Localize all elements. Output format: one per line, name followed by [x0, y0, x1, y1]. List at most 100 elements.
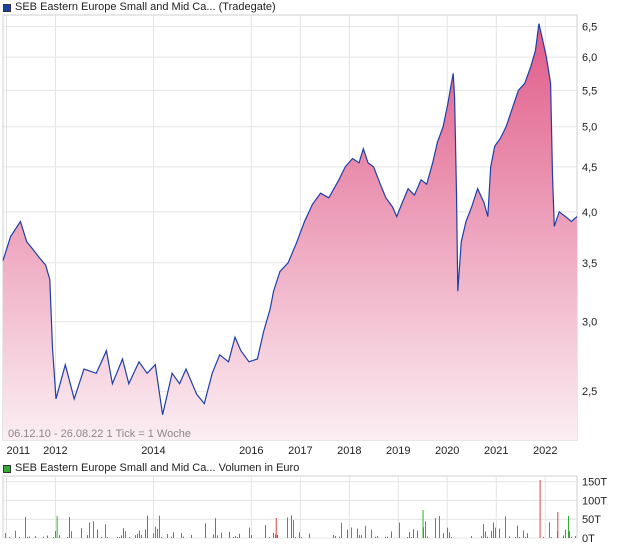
- volume-bar: [505, 516, 506, 538]
- volume-bar: [191, 534, 192, 538]
- volume-bar: [568, 516, 570, 538]
- volume-bar: [495, 527, 496, 538]
- volume-bar: [387, 536, 388, 538]
- price-y-tick-label: 4,5: [582, 162, 597, 174]
- volume-bar: [97, 529, 98, 538]
- price-x-tick-label: 2019: [386, 445, 410, 457]
- volume-bar: [487, 536, 488, 538]
- price-y-tick-label: 3,0: [582, 317, 597, 329]
- volume-bar: [399, 522, 400, 538]
- volume-bar: [5, 533, 6, 538]
- volume-bar: [125, 531, 126, 538]
- price-area: [3, 23, 577, 440]
- volume-bar: [341, 522, 342, 538]
- price-y-tick-label: 2,5: [582, 386, 597, 398]
- volume-bar: [265, 525, 266, 538]
- volume-bar: [269, 536, 270, 538]
- price-x-tick-label: 2020: [435, 445, 459, 457]
- volume-bar: [422, 510, 424, 538]
- volume-bar: [9, 536, 10, 538]
- volume-bar: [447, 527, 448, 538]
- volume-y-tick-label: 150T: [582, 477, 607, 489]
- volume-bar: [361, 535, 362, 538]
- volume-bar: [251, 535, 252, 538]
- volume-bar: [275, 518, 277, 538]
- volume-y-ticks: 150T 100T 50T 0T: [582, 477, 607, 545]
- volume-bar: [101, 536, 102, 538]
- volume-bar: [515, 536, 516, 538]
- volume-bar: [365, 525, 366, 538]
- volume-y-tick-label: 0T: [582, 533, 595, 545]
- volume-bar: [229, 531, 230, 538]
- volume-bars: [5, 480, 576, 538]
- volume-bar: [43, 536, 44, 538]
- volume-bar: [69, 517, 70, 538]
- volume-bar: [67, 536, 68, 538]
- volume-bar: [493, 522, 494, 538]
- price-legend-swatch: [3, 3, 11, 12]
- volume-bar: [309, 533, 310, 538]
- volume-bar: [129, 536, 130, 538]
- volume-bar: [123, 528, 124, 538]
- volume-bar: [233, 536, 234, 538]
- volume-bar: [357, 528, 358, 538]
- volume-bar: [443, 533, 444, 538]
- volume-bar: [171, 536, 172, 538]
- volume-bar: [557, 512, 559, 538]
- volume-bar: [35, 536, 36, 538]
- volume-bar: [551, 536, 552, 538]
- volume-bar: [525, 536, 526, 538]
- volume-bar: [417, 530, 418, 538]
- volume-bar: [575, 536, 576, 538]
- volume-bar: [141, 534, 142, 538]
- volume-bar: [59, 535, 60, 538]
- volume-bar: [335, 535, 336, 538]
- volume-bar: [449, 532, 450, 538]
- volume-bar: [167, 534, 168, 538]
- volume-bar: [439, 516, 440, 538]
- volume-bar: [411, 536, 412, 538]
- volume-bar: [121, 535, 122, 538]
- volume-bar: [205, 523, 206, 538]
- volume-bar: [87, 535, 88, 538]
- volume-bar: [371, 529, 372, 538]
- volume-bar: [543, 537, 544, 538]
- volume-bar: [237, 536, 238, 538]
- volume-bar: [295, 536, 296, 538]
- volume-bar: [539, 480, 541, 538]
- volume-bar: [377, 536, 378, 538]
- volume-bar: [471, 536, 472, 538]
- volume-legend-swatch: [3, 464, 11, 473]
- volume-bar: [239, 533, 240, 538]
- price-y-tick-label: 6,0: [582, 52, 597, 64]
- volume-bar: [235, 536, 236, 538]
- price-line: [2, 23, 578, 415]
- volume-bar: [139, 530, 140, 538]
- volume-bar: [25, 516, 26, 538]
- volume-bar: [153, 533, 154, 538]
- volume-bar: [407, 536, 408, 538]
- price-y-tick-label: 3,5: [582, 258, 597, 270]
- volume-bar: [509, 536, 510, 538]
- volume-bar: [273, 532, 274, 538]
- volume-legend: SEB Eastern Europe Small and Mid Ca... V…: [3, 462, 299, 475]
- volume-y-tick-label: 50T: [582, 514, 601, 526]
- volume-bar: [81, 528, 82, 538]
- price-y-tick-label: 5,0: [582, 122, 597, 134]
- volume-bar: [571, 536, 572, 538]
- price-x-tick-label: 2018: [337, 445, 361, 457]
- volume-bar: [519, 536, 520, 538]
- volume-bar: [291, 515, 292, 538]
- volume-bar: [391, 531, 392, 538]
- volume-bar: [523, 530, 524, 538]
- price-x-ticks: 2011 2012 2014 2016 2017 2018 2019 2020 2021 2022: [6, 445, 557, 457]
- volume-grid: [2, 475, 578, 539]
- volume-bar: [145, 529, 146, 538]
- volume-bar: [287, 517, 288, 538]
- volume-bar: [347, 529, 348, 538]
- volume-bar: [549, 522, 550, 538]
- volume-bar: [155, 526, 156, 538]
- volume-bar: [435, 518, 436, 538]
- price-x-tick-label: 2016: [239, 445, 263, 457]
- volume-bar: [409, 531, 410, 538]
